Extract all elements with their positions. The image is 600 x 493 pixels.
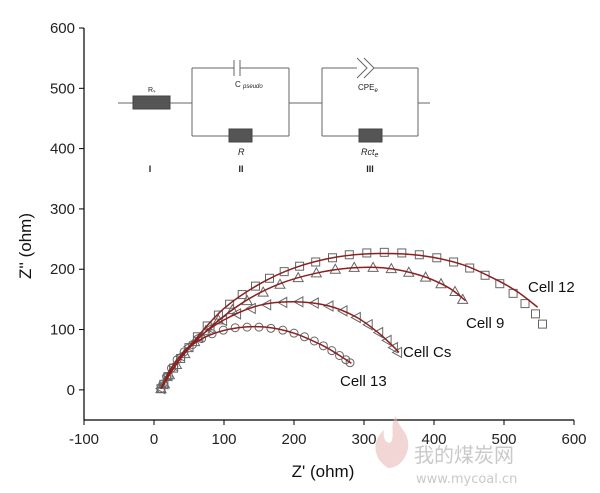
resistor-rct: [358, 128, 383, 143]
marker-cell-12: [379, 247, 389, 257]
marker-cell-13: [335, 350, 344, 360]
marker-cell-13: [318, 341, 328, 351]
marker-cell-13: [300, 332, 309, 342]
marker-cell-cs: [260, 298, 272, 311]
x-tick-label: 600: [561, 431, 586, 448]
label-cpe: CPEe: [358, 83, 378, 94]
marker-cell-13: [278, 325, 288, 335]
label-cpseudo-sub: pseudo: [242, 84, 263, 90]
circuit-labels: Rₛ C pseudo CPEe R Rcte I II III: [148, 80, 379, 174]
resistor-rs: [132, 95, 171, 110]
marker-cell-12: [465, 263, 475, 273]
x-tick-label: 100: [211, 431, 236, 448]
y-ticks: 0 100 200 300 400 500 600: [50, 20, 84, 399]
marker-cell-13: [158, 379, 168, 389]
fit-line-cell-12: [160, 252, 539, 390]
marker-cell-cs: [322, 300, 334, 312]
label-rs: Rₛ: [148, 87, 156, 94]
fit-line-cell-cs: [160, 301, 400, 389]
marker-cell-12: [295, 261, 305, 271]
x-tick-label: -100: [69, 431, 99, 448]
x-tick-label: 200: [281, 431, 306, 448]
cpe-element: [363, 57, 375, 79]
series-label-cell-12: Cell 12: [528, 279, 575, 296]
x-tick-label: 500: [491, 431, 516, 448]
marker-cell-cs: [230, 308, 242, 320]
y-tick-label: 400: [50, 141, 75, 158]
y-tick-label: 200: [50, 261, 75, 278]
plot-frame: [83, 28, 574, 421]
marker-cell-12: [480, 270, 490, 280]
y-tick-label: 0: [67, 382, 75, 399]
label-cpseudo-main: C: [235, 80, 241, 89]
marker-cell-12: [279, 267, 289, 277]
y-tick-label: 100: [50, 322, 75, 339]
marker-cell-9: [456, 293, 469, 304]
y-tick-label: 600: [50, 20, 75, 37]
x-tick-label: 0: [150, 431, 158, 448]
watermark-cn: 我的煤炭网: [414, 443, 514, 467]
fit-curves: [160, 252, 539, 390]
label-section-1: I: [149, 164, 152, 174]
series-label-cell-13: Cell 13: [340, 373, 387, 390]
marker-cell-12: [538, 319, 547, 329]
mycoal-watermark: 我的煤炭网 www.mycoal.cn: [375, 416, 517, 487]
marker-cell-13: [345, 358, 355, 368]
marker-cell-cs: [372, 326, 384, 339]
label-rct-main: Rct: [361, 147, 375, 157]
marker-cell-13: [156, 384, 166, 394]
marker-cell-13: [327, 346, 337, 356]
fit-line-cell-13: [160, 325, 352, 389]
marker-cell-cs: [350, 311, 361, 324]
marker-cell-12: [251, 281, 260, 291]
marker-cell-12: [531, 309, 540, 319]
marker-cell-13: [309, 336, 319, 346]
marker-cell-12: [520, 299, 530, 309]
x-tick-label: 400: [421, 431, 446, 448]
marker-cell-9: [274, 278, 286, 289]
marker-cell-13: [289, 328, 299, 338]
marker-cell-13: [188, 340, 197, 350]
marker-cell-cs: [308, 297, 319, 309]
marker-cell-cs: [245, 302, 256, 315]
watermark-url: www.mycoal.cn: [416, 472, 517, 487]
marker-cell-12: [225, 299, 235, 309]
marker-cell-12: [237, 290, 247, 300]
label-section-2: II: [238, 164, 243, 174]
label-cpseudo: C pseudo: [235, 80, 263, 90]
label-rct: Rcte: [361, 147, 379, 159]
marker-cell-12: [362, 248, 372, 258]
label-cpe-sub: e: [374, 88, 378, 94]
marker-cell-cs: [336, 304, 348, 317]
marker-cell-13: [179, 347, 189, 357]
marker-cell-12: [213, 310, 223, 320]
x-axis-title: Z' (ohm): [292, 462, 355, 481]
y-tick-label: 500: [50, 80, 75, 97]
cpe-element: [356, 57, 368, 79]
resistor-r: [228, 128, 253, 143]
label-cpe-main: CPE: [358, 83, 374, 92]
marker-cell-cs: [362, 318, 373, 331]
x-tick-label: 300: [351, 431, 376, 448]
marker-cell-9: [241, 294, 253, 306]
y-axis-title: Z'' (ohm): [16, 213, 35, 279]
label-rct-sub: e: [375, 152, 379, 159]
marker-cell-cs: [381, 334, 392, 347]
y-tick-label: 300: [50, 201, 75, 218]
label-section-3: III: [366, 164, 374, 174]
label-r: R: [238, 147, 245, 157]
marker-cell-12: [449, 257, 459, 267]
marker-cell-13: [207, 329, 217, 339]
series-label-cell-9: Cell 9: [466, 315, 504, 332]
equivalent-circuit-diagram: [118, 57, 430, 143]
flame-logo-icon: [375, 416, 409, 468]
x-ticks: -100 0 100 200 300 400 500 600: [69, 420, 587, 448]
series-label-cell-cs: Cell Cs: [403, 344, 451, 361]
marker-cell-12: [265, 273, 274, 283]
